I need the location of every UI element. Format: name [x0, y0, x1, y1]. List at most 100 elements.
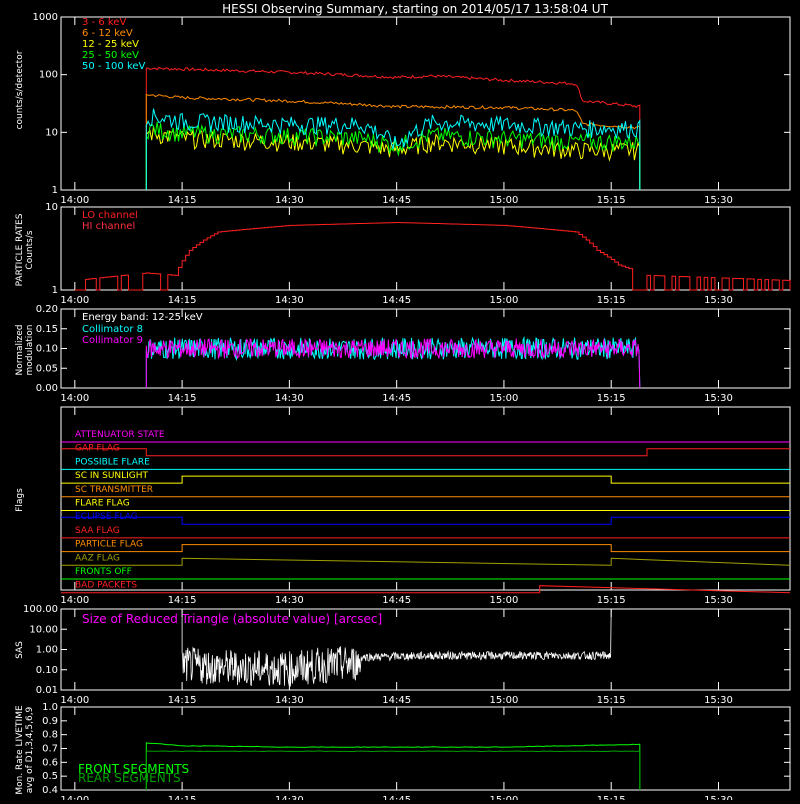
- x-tick-label: 14:30: [275, 393, 304, 404]
- y-axis-label: Flags: [15, 488, 25, 512]
- y-tick-label: 1000: [33, 12, 58, 23]
- flag-label: AAZ FLAG: [75, 553, 120, 563]
- legend-entry: 50 - 100 keV: [82, 61, 146, 72]
- x-tick-label: 14:30: [275, 795, 304, 800]
- legend-entry: REAR SEGMENTS: [78, 771, 181, 785]
- series-line: [74, 222, 791, 291]
- flag-label: FLARE FLAG: [75, 499, 130, 509]
- legend-entry: 3 - 6 keV: [82, 17, 126, 28]
- flag-label: POSSIBLE FLARE: [75, 457, 150, 467]
- x-tick-label: 15:30: [704, 295, 733, 306]
- y-tick-label: 1: [52, 185, 58, 196]
- series-line: [145, 742, 641, 791]
- series-line: [145, 93, 641, 191]
- flag-line: [61, 585, 791, 594]
- y-tick-label: 0.10: [36, 665, 58, 676]
- legend-entry: 12 - 25 keV: [82, 39, 139, 50]
- legend-entry: 25 - 50 keV: [82, 50, 139, 61]
- y-axis-label: Normalized: [15, 324, 25, 375]
- flag-line: [61, 544, 790, 553]
- x-tick-label: 14:15: [168, 795, 197, 800]
- x-tick-label: 15:15: [597, 695, 626, 706]
- series-line: [181, 608, 612, 687]
- x-tick-label: 15:30: [704, 595, 733, 606]
- legend-entry: FRONT SEGMENTS: [78, 762, 189, 776]
- y-tick-label: 0.00: [36, 383, 58, 394]
- legend-entry: HI channel: [82, 221, 135, 232]
- panel-frame: [60, 206, 791, 291]
- x-tick-label: 15:15: [597, 393, 626, 404]
- x-tick-label: 14:00: [60, 295, 89, 306]
- series-line: [145, 121, 641, 191]
- x-tick-label: 14:45: [382, 695, 411, 706]
- x-tick-label: 15:00: [490, 195, 519, 206]
- y-tick-label: 0.05: [36, 363, 58, 374]
- flag-label: SC TRANSMITTER: [75, 485, 153, 495]
- flag-line: [61, 475, 790, 484]
- x-tick-label: 14:30: [275, 295, 304, 306]
- x-tick-label: 14:45: [382, 295, 411, 306]
- x-tick-label: 14:15: [168, 195, 197, 206]
- y-tick-label: 100: [39, 70, 58, 81]
- x-tick-label: 14:00: [60, 195, 89, 206]
- y-tick-label: 1.0: [42, 702, 58, 713]
- y-tick-label: 0.4: [42, 785, 58, 796]
- x-tick-label: 14:45: [382, 393, 411, 404]
- legend-entry: LO channel: [82, 210, 138, 221]
- flag-label: BAD PACKETS: [75, 581, 137, 591]
- flag-label: ATTENUATOR STATE: [75, 430, 165, 440]
- annotation: Energy band: 12-25 keV: [82, 312, 203, 323]
- y-tick-label: 10: [45, 127, 58, 138]
- series-line: [145, 108, 641, 191]
- y-axis-label: Mon. Rate LIVETIME: [15, 705, 25, 795]
- annotation: Size of Reduced Triangle (absolute value…: [82, 612, 382, 626]
- x-tick-label: 15:00: [490, 695, 519, 706]
- x-tick-label: 15:30: [704, 195, 733, 206]
- x-tick-label: 14:45: [382, 595, 411, 606]
- y-tick-label: 0.8: [42, 730, 58, 741]
- x-tick-label: 14:00: [60, 695, 89, 706]
- x-tick-label: 15:30: [704, 795, 733, 800]
- flag-label: SAA FLAG: [75, 526, 120, 536]
- legend-entry: Collimator 9: [82, 335, 143, 346]
- y-tick-label: 0.7: [42, 744, 58, 755]
- x-tick-label: 14:45: [382, 195, 411, 206]
- y-tick-label: 10: [45, 202, 58, 213]
- flag-line: [61, 516, 790, 525]
- flag-line: [61, 448, 790, 457]
- x-tick-label: 15:00: [490, 393, 519, 404]
- x-tick-label: 15:15: [597, 195, 626, 206]
- x-tick-label: 14:45: [382, 795, 411, 800]
- y-tick-label: 0.10: [36, 344, 58, 355]
- y-axis-label-2: avg of D1,3,4,5,6,9: [25, 706, 35, 793]
- x-tick-label: 14:30: [275, 595, 304, 606]
- panel-frame: [60, 406, 791, 591]
- flag-label: PARTICLE FLAG: [75, 540, 143, 550]
- y-tick-label: 10.00: [29, 624, 58, 635]
- x-tick-label: 15:30: [704, 695, 733, 706]
- x-tick-label: 15:15: [597, 595, 626, 606]
- series-line: [145, 750, 641, 791]
- y-tick-label: 1.00: [36, 645, 58, 656]
- legend-entry: 6 - 12 keV: [82, 28, 133, 39]
- flag-line: [61, 557, 791, 566]
- x-tick-label: 14:30: [275, 695, 304, 706]
- x-tick-label: 15:00: [490, 595, 519, 606]
- y-axis-label-2: modulation: [25, 325, 35, 376]
- y-axis-label-2: Counts/s: [25, 230, 35, 269]
- x-tick-label: 14:15: [168, 595, 197, 606]
- y-tick-label: 0.20: [36, 304, 58, 315]
- x-tick-label: 15:15: [597, 295, 626, 306]
- y-tick-label: 1: [52, 285, 58, 296]
- x-tick-label: 14:00: [60, 595, 89, 606]
- legend-entry: Collimator 8: [82, 324, 143, 335]
- y-tick-label: 100.00: [23, 604, 58, 615]
- series-line: [145, 66, 641, 191]
- y-axis-label: counts/s/detector: [15, 50, 25, 129]
- x-tick-label: 15:15: [597, 795, 626, 800]
- y-tick-label: 0.15: [36, 324, 58, 335]
- panel-frame: [60, 16, 791, 191]
- series-line: [145, 337, 641, 389]
